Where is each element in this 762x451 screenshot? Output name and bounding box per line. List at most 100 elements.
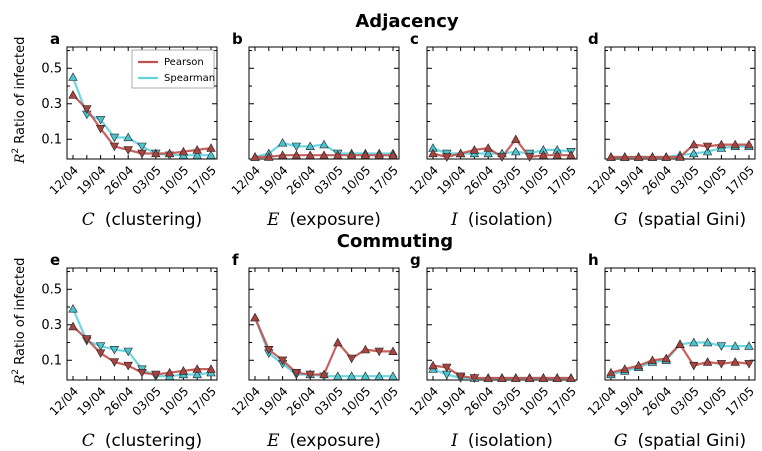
y-tick-label: 0.3 bbox=[41, 318, 62, 333]
pearson-line bbox=[610, 343, 750, 374]
pearson-point bbox=[428, 360, 438, 370]
spearman-line bbox=[253, 317, 393, 378]
x-tick-label: 26/04 bbox=[462, 163, 496, 197]
pearson-point bbox=[178, 146, 189, 156]
x-tick-label: 26/04 bbox=[640, 163, 674, 197]
pearson-point bbox=[702, 142, 713, 152]
ylabel-sup: 2 bbox=[11, 369, 21, 375]
ylabel-sup: 2 bbox=[11, 148, 21, 154]
x-tick-label: 03/05 bbox=[312, 163, 346, 197]
pearson-point bbox=[730, 357, 740, 366]
pearson-point bbox=[291, 150, 302, 159]
pearson-point bbox=[428, 148, 438, 158]
pearson-point bbox=[716, 360, 727, 369]
x-axis-word: (isolation) bbox=[468, 431, 553, 451]
pearson-point bbox=[524, 153, 535, 162]
pearson-point bbox=[333, 337, 343, 347]
pearson-point bbox=[661, 353, 671, 363]
spearman-point bbox=[319, 139, 329, 149]
pearson-point bbox=[346, 150, 357, 159]
panel-letter: f bbox=[232, 251, 239, 269]
x-tick-label: 26/04 bbox=[102, 163, 136, 197]
x-tick-label: 26/04 bbox=[462, 384, 496, 418]
pearson-point bbox=[497, 373, 507, 382]
x-tick-label: 19/04 bbox=[74, 163, 108, 197]
svg-text:R2 Ratio of infected: R2 Ratio of infected bbox=[11, 37, 28, 165]
x-tick-label: 03/05 bbox=[130, 384, 164, 418]
y-axis-label-bottom: R2 Ratio of infected bbox=[11, 258, 28, 386]
x-tick-label: 26/04 bbox=[640, 384, 674, 418]
x-tick-label: 26/04 bbox=[102, 384, 136, 418]
x-tick-label: 17/05 bbox=[545, 163, 579, 197]
pearson-point bbox=[68, 90, 78, 99]
x-axis-title: C (clustering) bbox=[82, 431, 202, 451]
x-axis-symbol: E bbox=[266, 431, 280, 451]
section-title-adjacency: Adjacency bbox=[355, 11, 458, 32]
pearson-point bbox=[82, 105, 92, 114]
pearson-point bbox=[744, 139, 754, 149]
pearson-point bbox=[538, 373, 549, 382]
x-tick-label: 19/04 bbox=[74, 384, 108, 418]
pearson-point bbox=[744, 360, 754, 369]
pearson-point bbox=[388, 346, 398, 356]
spearman-point bbox=[483, 148, 493, 158]
x-tick-label: 10/05 bbox=[339, 384, 373, 418]
x-tick-label: 10/05 bbox=[695, 163, 729, 197]
spearman-point bbox=[95, 116, 106, 125]
x-tick-label: 12/04 bbox=[585, 384, 619, 418]
x-axis-title: E (exposure) bbox=[266, 210, 381, 230]
pearson-point bbox=[633, 152, 644, 161]
ylabel-r: R bbox=[13, 153, 28, 164]
spearman-point bbox=[192, 369, 202, 379]
plot-frame bbox=[66, 267, 218, 381]
ylabel-r: R bbox=[13, 374, 28, 385]
x-tick-label: 19/04 bbox=[612, 163, 646, 197]
spearman-point bbox=[730, 341, 740, 350]
pearson-point bbox=[606, 367, 616, 377]
legend-box bbox=[131, 49, 215, 89]
spearman-point bbox=[702, 337, 713, 347]
x-axis-word: (clustering) bbox=[105, 431, 202, 451]
pearson-point bbox=[360, 344, 371, 354]
y-tick-label: 0.5 bbox=[41, 61, 62, 76]
pearson-point bbox=[123, 361, 133, 371]
plot-frame bbox=[248, 267, 400, 381]
spearman-point bbox=[702, 146, 713, 156]
x-tick-label: 26/04 bbox=[284, 163, 318, 197]
panel-letter: h bbox=[588, 251, 599, 269]
pearson-point bbox=[538, 150, 549, 159]
x-tick-label: 03/05 bbox=[668, 384, 702, 418]
x-axis-title: E (exposure) bbox=[266, 431, 381, 451]
plot-frame bbox=[426, 267, 578, 381]
pearson-point bbox=[360, 150, 371, 159]
pearson-point bbox=[305, 150, 315, 159]
x-tick-label: 12/04 bbox=[407, 384, 441, 418]
y-tick-label: 0.5 bbox=[41, 282, 62, 297]
pearson-point bbox=[702, 357, 713, 366]
pearson-point bbox=[192, 145, 202, 154]
spearman-point bbox=[68, 72, 78, 81]
pearson-line bbox=[253, 317, 393, 376]
pearson-point bbox=[524, 373, 535, 382]
x-tick-label: 17/05 bbox=[367, 163, 401, 197]
pearson-point bbox=[730, 139, 740, 149]
spearman-point bbox=[192, 150, 202, 159]
pearson-point bbox=[178, 366, 189, 375]
pearson-point bbox=[346, 354, 357, 364]
pearson-point bbox=[566, 150, 576, 159]
pearson-point bbox=[689, 139, 699, 149]
panel-letter: g bbox=[410, 251, 421, 269]
x-tick-label: 03/05 bbox=[490, 384, 524, 418]
spearman-point bbox=[388, 371, 398, 380]
x-axis-word: (isolation) bbox=[468, 210, 553, 230]
pearson-point bbox=[511, 134, 521, 143]
pearson-point bbox=[95, 125, 106, 134]
x-tick-label: 17/05 bbox=[723, 163, 757, 197]
pearson-point bbox=[164, 367, 175, 377]
x-axis-symbol: G bbox=[614, 210, 628, 230]
spearman-point bbox=[689, 148, 699, 158]
